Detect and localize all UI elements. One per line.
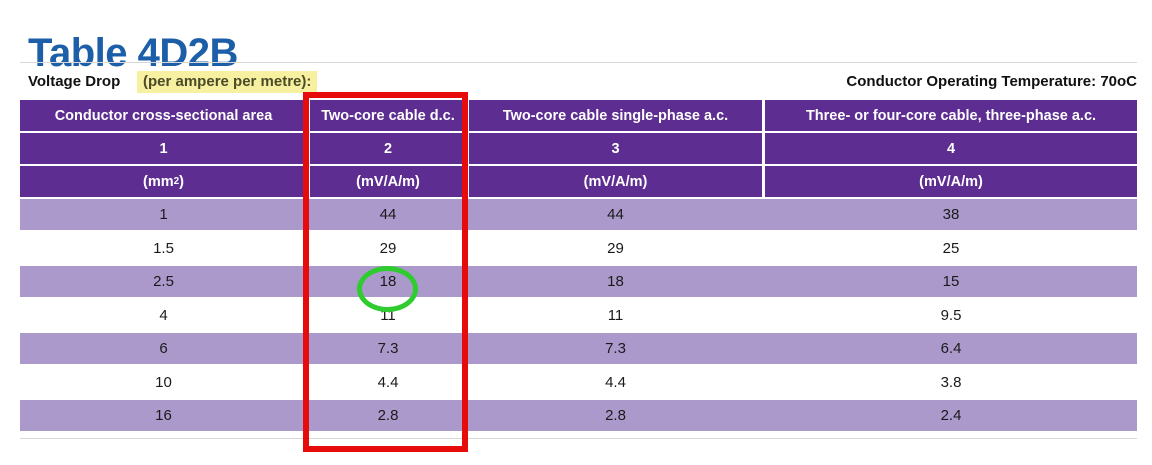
table-row: 1 44 44 38 [20, 199, 1137, 230]
table-cell: 29 [607, 239, 624, 257]
table-header-row: Conductor cross-sectional area Two-core … [20, 100, 1137, 131]
table-cell-circled: 18 [379, 273, 397, 290]
header-cell-two-core-dc: Two-core cable d.c. [310, 100, 466, 131]
table-cell: 3.8 [940, 373, 962, 391]
table-cell: 11 [380, 306, 396, 324]
column-number-row: 1 2 3 4 [20, 133, 1137, 164]
table-row: 4 11 11 9.5 [20, 299, 1137, 331]
table-row: 16 2.8 2.8 2.4 [20, 400, 1137, 431]
bottom-divider [20, 438, 1137, 439]
table-cell: 44 [379, 206, 397, 223]
table-cell: 6.4 [940, 340, 962, 357]
table-cell: 29 [379, 239, 397, 257]
info-bar: Voltage Drop (per ampere per metre): Con… [20, 71, 1137, 93]
table-cell: 38 [942, 206, 960, 223]
units-cell-col3: (mV/A/m) [469, 166, 762, 197]
table-row: 2.5 18 18 15 [20, 266, 1137, 297]
table-cell: 10 [155, 373, 172, 391]
units-row: (mm 2) (mV/A/m) (mV/A/m) (mV/A/m) [20, 166, 1137, 197]
table-cell: 2.4 [940, 407, 962, 424]
column-number-4: 4 [765, 133, 1137, 164]
units-cell-mm2: (mm 2) [20, 166, 307, 197]
table-cell: 1 [159, 206, 168, 223]
units-cell-col2: (mV/A/m) [310, 166, 466, 197]
page-title: Table 4D2B [28, 30, 238, 75]
table-row: 10 4.4 4.4 3.8 [20, 366, 1137, 398]
header-cell-two-core-single-phase: Two-core cable single-phase a.c. [469, 100, 762, 131]
table-cell: 18 [607, 273, 624, 290]
table-row: 1.5 29 29 25 [20, 232, 1137, 264]
units-cell-col4: (mV/A/m) [765, 166, 1137, 197]
voltage-drop-table: Conductor cross-sectional area Two-core … [20, 100, 1137, 434]
header-cell-three-four-core: Three- or four-core cable, three-phase a… [765, 100, 1137, 131]
table-cell: 4.4 [605, 373, 626, 391]
column-number-3: 3 [469, 133, 762, 164]
table-cell: 7.3 [605, 340, 626, 357]
table-cell: 2.8 [377, 407, 399, 424]
table-cell: 11 [607, 306, 624, 324]
table-cell: 9.5 [940, 306, 962, 324]
table-row: 6 7.3 7.3 6.4 [20, 333, 1137, 364]
table-cell: 2.8 [605, 407, 626, 424]
table-cell: 25 [942, 239, 960, 257]
table-cell: 7.3 [377, 340, 399, 357]
table-cell: 44 [607, 206, 624, 223]
table-cell: 6 [159, 340, 168, 357]
top-divider [20, 62, 1137, 63]
column-number-2: 2 [310, 133, 466, 164]
voltage-drop-highlight: (per ampere per metre): [137, 71, 318, 93]
table-cell: 15 [942, 273, 960, 290]
table-cell: 1.5 [153, 239, 174, 257]
operating-temperature-label: Conductor Operating Temperature: 70oC [846, 73, 1137, 90]
voltage-drop-label: Voltage Drop [28, 73, 121, 90]
header-cell-cross-sectional-area: Conductor cross-sectional area [20, 100, 307, 131]
column-number-1: 1 [20, 133, 307, 164]
table-cell: 2.5 [153, 273, 174, 290]
table-cell: 4 [159, 306, 168, 324]
table-cell: 4.4 [377, 373, 399, 391]
table-cell: 16 [155, 407, 172, 424]
